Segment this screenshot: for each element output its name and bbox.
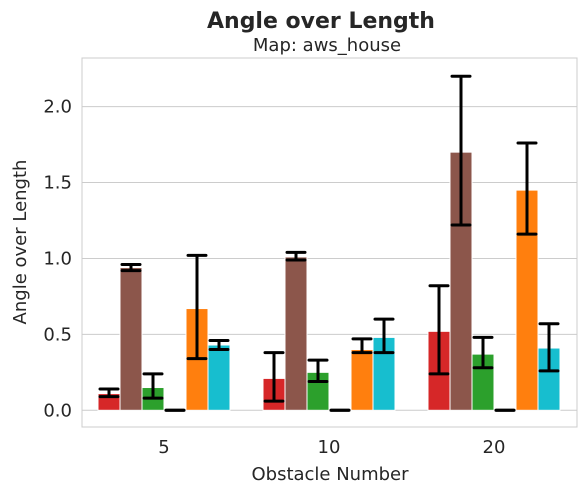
y-tick-label: 0.0 <box>43 400 72 421</box>
bar <box>207 344 231 411</box>
bar <box>284 256 308 411</box>
y-tick-labels: 0.0 0.5 1.0 1.5 2.0 <box>43 97 72 422</box>
x-tick-labels: 5 10 20 <box>158 437 505 458</box>
y-tick-label: 0.5 <box>43 324 72 345</box>
chart-subtitle: Map: aws_house <box>253 35 401 56</box>
x-tick-label: 10 <box>318 437 341 458</box>
y-axis-label: Angle over Length <box>10 160 31 325</box>
x-tick-label: 20 <box>483 437 506 458</box>
errorbar-layer <box>98 74 560 412</box>
y-tick-label: 2.0 <box>43 97 72 118</box>
bar <box>119 267 143 411</box>
plot-frame <box>81 57 578 428</box>
y-tick-label: 1.5 <box>43 173 72 194</box>
chart-title: Angle over Length <box>207 9 435 34</box>
x-axis-label: Obstacle Number <box>251 464 409 485</box>
bar <box>350 349 374 411</box>
y-tick-label: 1.0 <box>43 248 72 269</box>
x-tick-label: 5 <box>158 437 169 458</box>
